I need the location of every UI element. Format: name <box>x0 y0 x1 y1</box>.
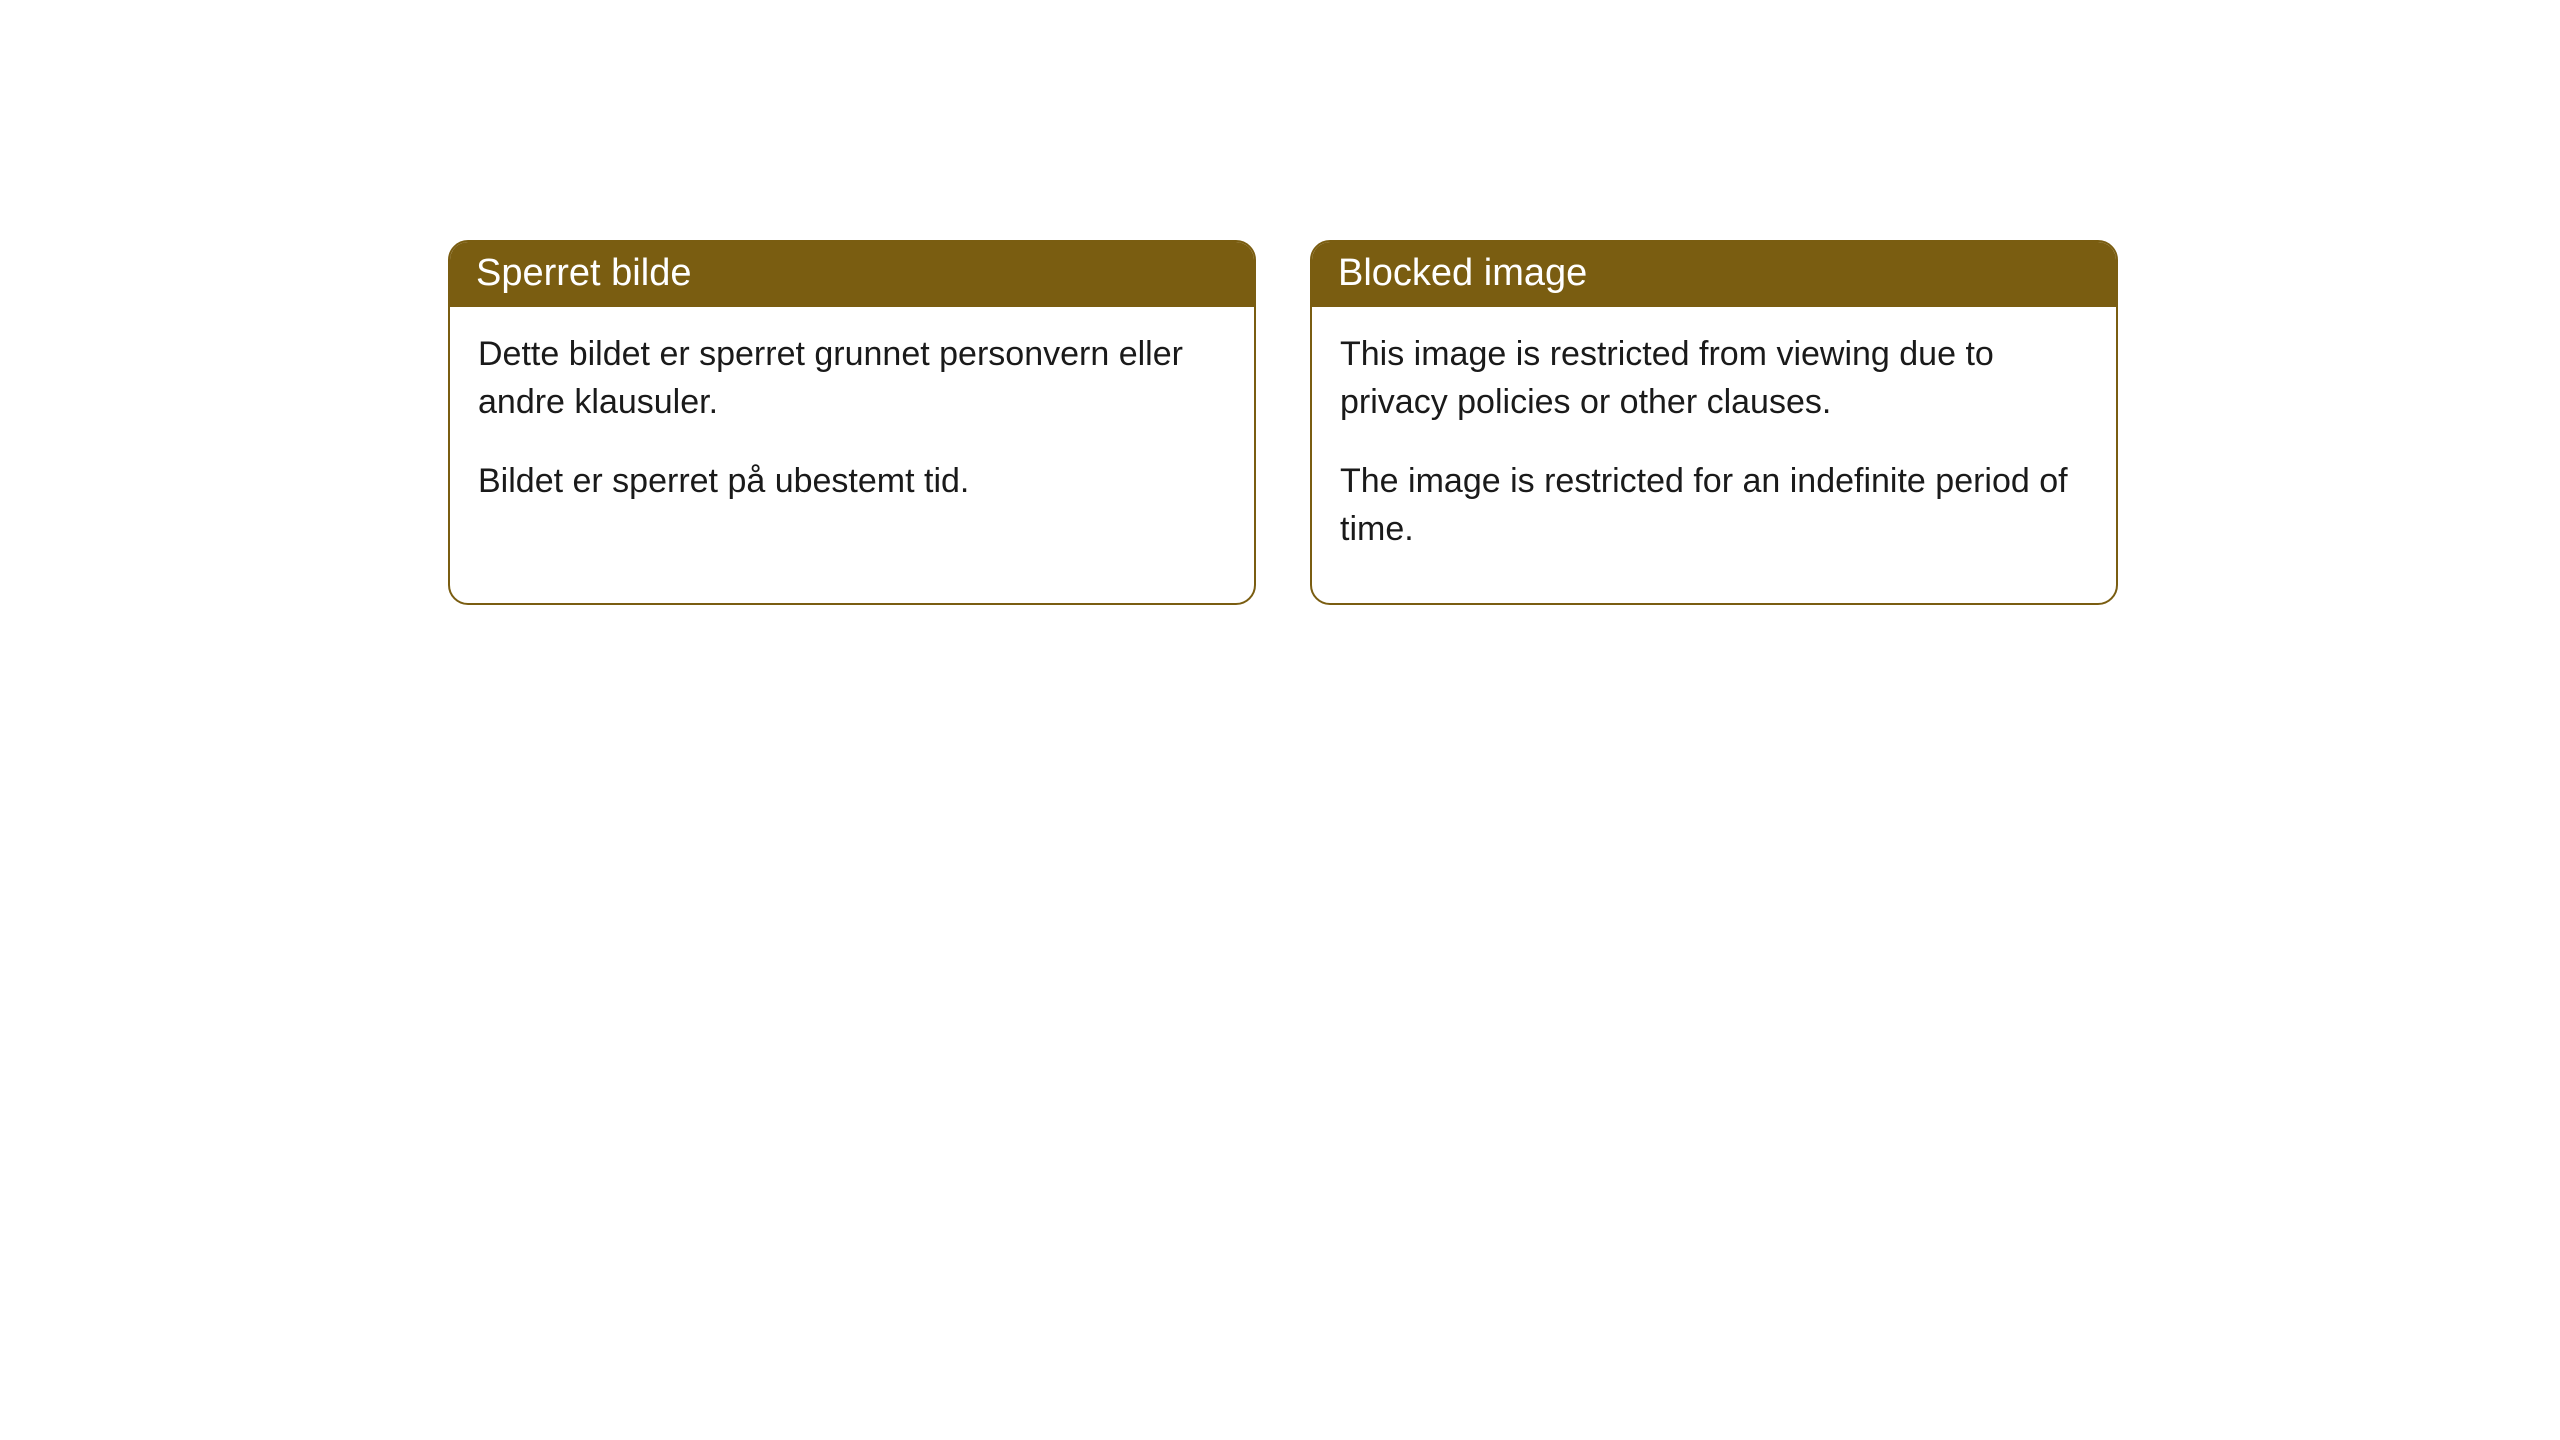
card-body: This image is restricted from viewing du… <box>1312 307 2116 603</box>
card-paragraph: The image is restricted for an indefinit… <box>1340 458 2088 553</box>
notice-cards-container: Sperret bilde Dette bildet er sperret gr… <box>0 0 2560 605</box>
card-paragraph: Dette bildet er sperret grunnet personve… <box>478 331 1226 426</box>
card-title: Sperret bilde <box>476 252 691 294</box>
card-header: Sperret bilde <box>450 242 1254 307</box>
card-paragraph: This image is restricted from viewing du… <box>1340 331 2088 426</box>
card-body: Dette bildet er sperret grunnet personve… <box>450 307 1254 556</box>
notice-card-norwegian: Sperret bilde Dette bildet er sperret gr… <box>448 240 1256 605</box>
card-header: Blocked image <box>1312 242 2116 307</box>
card-paragraph: Bildet er sperret på ubestemt tid. <box>478 458 1226 506</box>
card-title: Blocked image <box>1338 252 1587 294</box>
notice-card-english: Blocked image This image is restricted f… <box>1310 240 2118 605</box>
